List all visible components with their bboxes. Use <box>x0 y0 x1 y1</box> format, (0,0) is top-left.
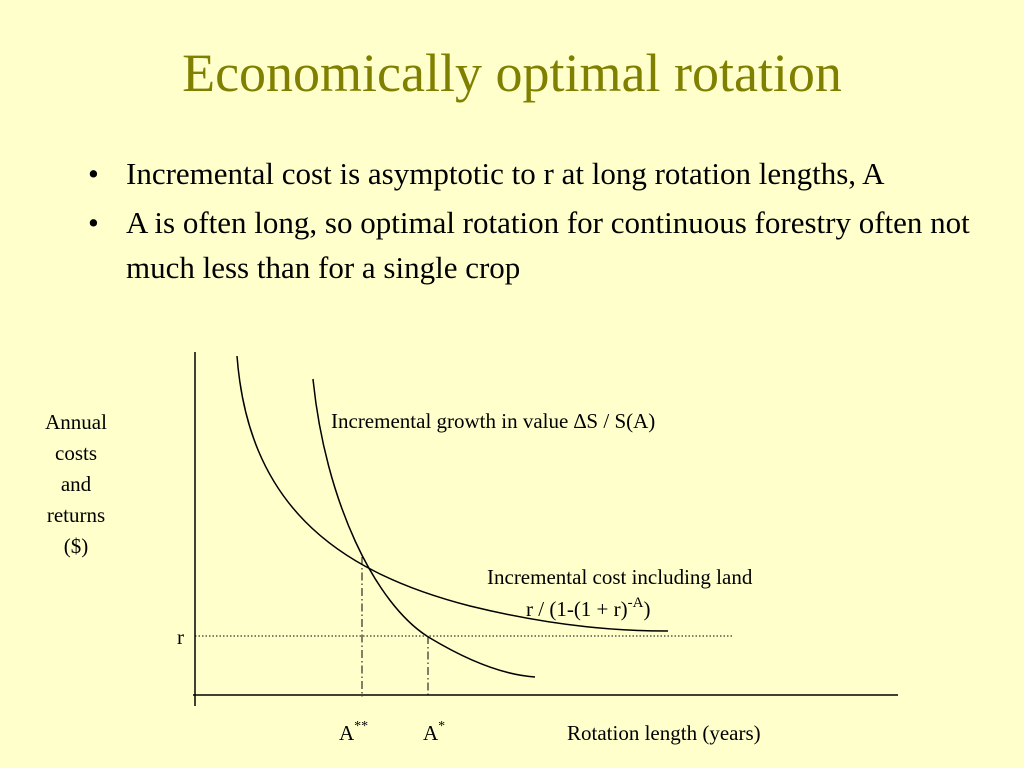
bullet-dot-icon: • <box>88 156 99 191</box>
cost-formula-main: r / (1-(1 + r) <box>526 597 628 621</box>
y-axis-label-line: and <box>61 472 92 496</box>
y-axis-label-line: ($) <box>64 534 89 558</box>
bullet-text: Incremental cost is asymptotic to r at l… <box>126 156 885 191</box>
incremental-cost-curve <box>236 355 669 632</box>
cost-formula-close: ) <box>643 597 650 621</box>
y-axis-label-line: costs <box>55 441 97 465</box>
a-double-star-sup: ** <box>354 719 368 734</box>
cost-curve-label: Incremental cost including land <box>487 565 753 589</box>
slide-title: Economically optimal rotation <box>182 43 842 103</box>
bullet-text: A is often long, so optimal rotation for… <box>126 204 970 285</box>
a-double-star-base: A <box>339 721 355 745</box>
y-axis-label: Annual costs and returns ($) <box>45 410 107 558</box>
cost-formula-label: r / (1-(1 + r)-A) <box>526 595 650 621</box>
a-star-sup: * <box>438 719 445 734</box>
incremental-growth-curve <box>312 378 536 678</box>
a-double-star-label: A** <box>339 719 368 745</box>
a-star-base: A <box>423 721 439 745</box>
y-axis-label-line: returns <box>47 503 105 527</box>
a-star-label: A* <box>423 719 445 745</box>
bullet-item: • A is often long, so optimal rotation f… <box>88 201 988 291</box>
growth-curve-label: Incremental growth in value ∆S / S(A) <box>331 409 655 433</box>
bullet-item: • Incremental cost is asymptotic to r at… <box>88 152 988 197</box>
y-axis-label-line: Annual <box>45 410 107 434</box>
bullet-dot-icon: • <box>88 204 99 240</box>
cost-formula-exponent: -A <box>628 595 644 611</box>
bullet-list: • Incremental cost is asymptotic to r at… <box>88 152 988 295</box>
x-axis-label: Rotation length (years) <box>567 721 761 745</box>
r-label: r <box>177 625 184 649</box>
